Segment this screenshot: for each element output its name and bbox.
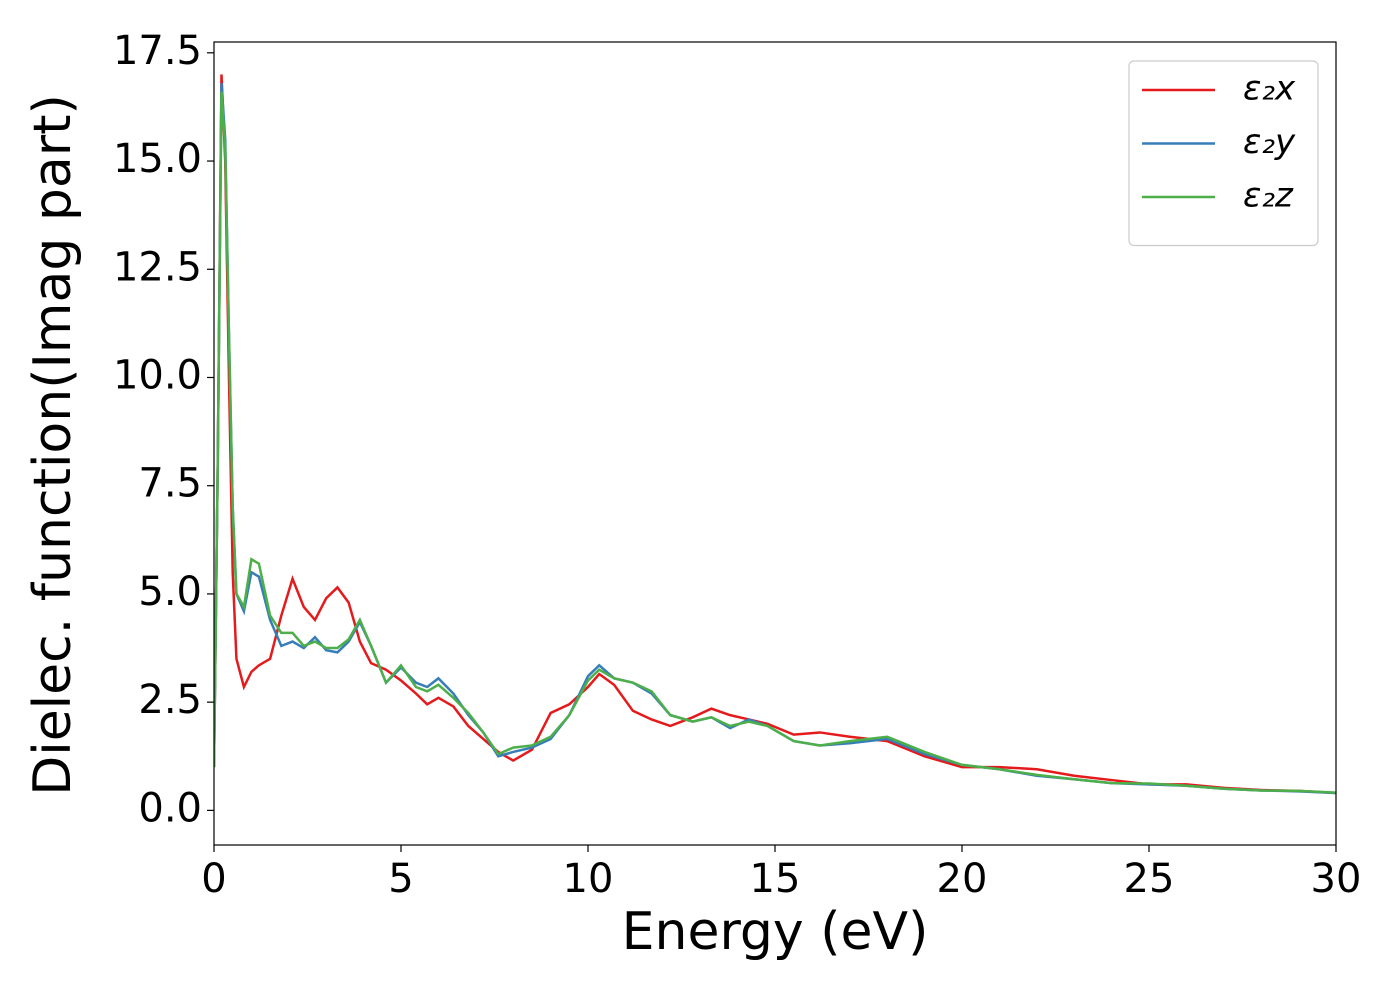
y-axis-label: Dielec. function(Imag part) (23, 94, 83, 796)
legend-label: ε₂z (1243, 176, 1294, 216)
y-tick-label: 15.0 (113, 136, 202, 182)
legend-label: ε₂x (1243, 69, 1296, 109)
legend-label: ε₂y (1243, 122, 1296, 162)
x-tick-label: 15 (750, 856, 801, 902)
y-tick-label: 7.5 (138, 461, 202, 507)
y-tick-label: 12.5 (113, 244, 202, 290)
series-line (214, 91, 1336, 794)
y-tick-label: 10.0 (113, 352, 202, 398)
x-tick-label: 5 (388, 856, 413, 902)
legend-box (1128, 60, 1319, 247)
x-tick-label: 25 (1124, 856, 1175, 902)
series-line (214, 74, 1336, 795)
y-tick-label: 0.0 (138, 785, 202, 831)
x-tick-label: 30 (1311, 856, 1362, 902)
y-tick-label: 2.5 (138, 677, 202, 723)
x-tick-label: 0 (201, 856, 226, 902)
y-tick-label: 17.5 (113, 28, 202, 74)
y-tick-label: 5.0 (138, 569, 202, 615)
x-tick-label: 20 (937, 856, 988, 902)
plot-frame (213, 41, 1337, 846)
x-axis-label: Energy (eV) (622, 902, 929, 962)
x-tick-label: 10 (563, 856, 614, 902)
